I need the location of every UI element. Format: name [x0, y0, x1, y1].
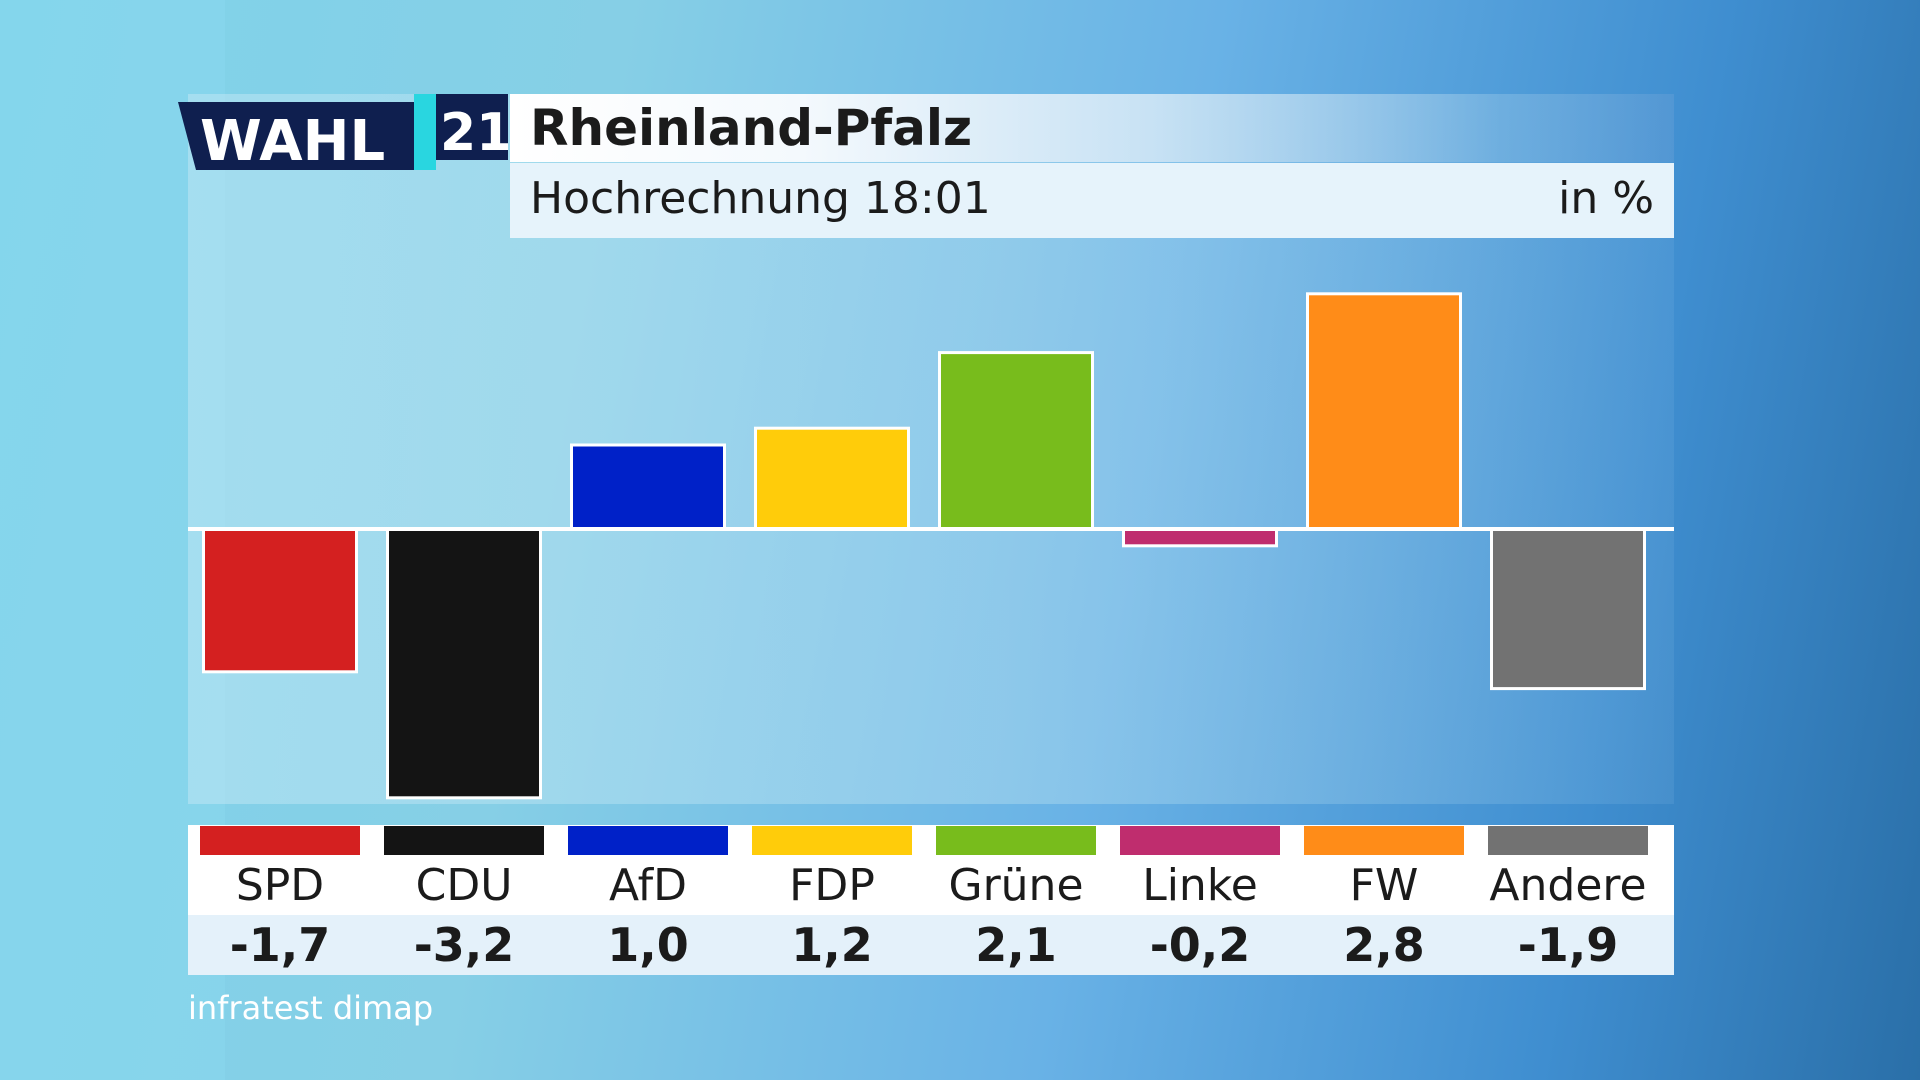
bar-grüne [938, 351, 1094, 531]
chart-subtitle: Hochrechnung 18:01 [530, 173, 991, 224]
legend-values-row [188, 915, 1674, 975]
legend-party-value: 2,1 [975, 918, 1057, 972]
legend-party-value: 1,2 [791, 918, 873, 972]
unit-label: in % [1558, 173, 1654, 224]
legend-swatch [1120, 826, 1280, 855]
legend-party-name: FW [1349, 860, 1419, 911]
subtitle-bar: Hochrechnung 18:01 in % [510, 163, 1674, 238]
chart-title: Rheinland-Pfalz [530, 99, 973, 157]
legend-swatch [1304, 826, 1464, 855]
party-legend: SPD -1,7 CDU -3,2 AfD 1,0 FDP 1,2 Grüne 2,1 Linke -… [188, 825, 1674, 975]
legend-party-name: SPD [235, 860, 325, 911]
bar-afd [570, 443, 726, 531]
legend-party-value: -3,2 [413, 918, 515, 972]
bar-plot [188, 292, 1674, 800]
legend-swatch [936, 826, 1096, 855]
legend-party-value: -0,2 [1149, 918, 1251, 972]
background-veil [0, 0, 225, 1080]
legend-swatch [752, 826, 912, 855]
source-label: infratest dimap [188, 989, 434, 1027]
logo-word: WAHL [200, 109, 385, 170]
bar-fw [1306, 292, 1462, 531]
legend-swatch [384, 826, 544, 855]
bar-cdu [386, 527, 542, 800]
bar-fdp [754, 426, 910, 531]
legend-party-name: FDP [789, 860, 875, 911]
legend-party-name: CDU [415, 860, 513, 911]
bar-linke [1122, 527, 1278, 548]
legend-party-value: -1,9 [1517, 918, 1619, 972]
legend-party-name: Linke [1142, 860, 1258, 911]
legend-party-name: Grüne [948, 860, 1084, 911]
wahl-21-logo: WAHL 21 [178, 94, 508, 170]
title-bar: Rheinland-Pfalz [510, 94, 1674, 162]
legend-party-name: AfD [609, 860, 687, 911]
legend-party-value: 2,8 [1343, 918, 1425, 972]
legend-party-value: -1,7 [229, 918, 331, 972]
logo-year: 21 [440, 103, 508, 163]
legend-swatch [568, 826, 728, 855]
legend-party-value: 1,0 [607, 918, 689, 972]
bar-andere [1490, 527, 1646, 691]
legend-swatch [200, 826, 360, 855]
legend-party-name: Andere [1489, 860, 1647, 911]
legend-swatch [1488, 826, 1648, 855]
bar-spd [202, 527, 358, 674]
